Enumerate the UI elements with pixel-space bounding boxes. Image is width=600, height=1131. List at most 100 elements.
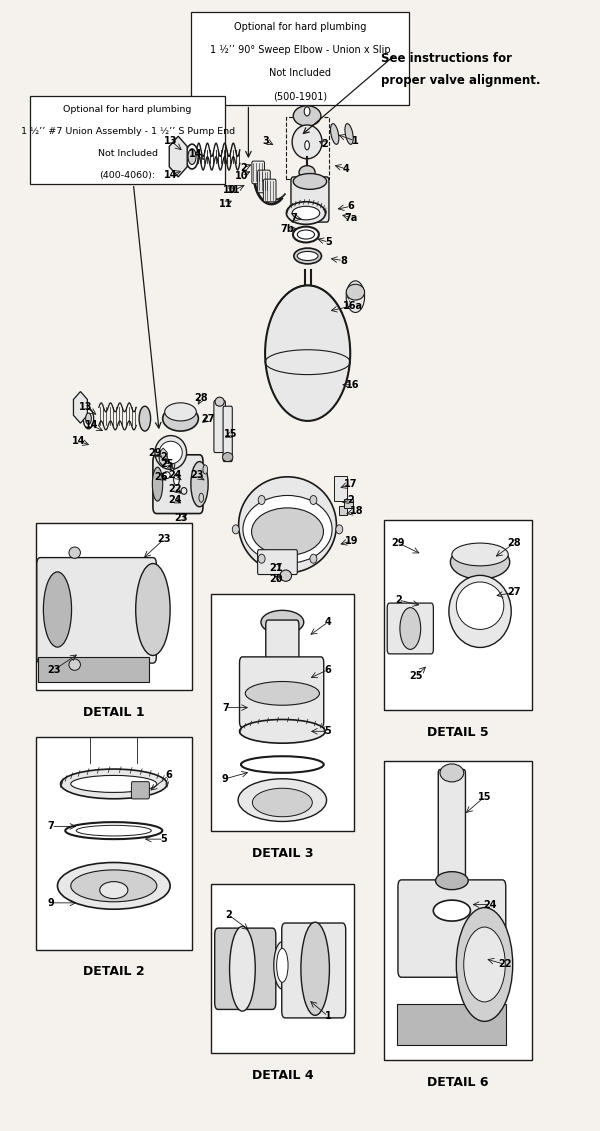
Ellipse shape (163, 406, 199, 431)
Text: 25: 25 (160, 459, 173, 469)
Ellipse shape (159, 441, 182, 464)
Text: 14: 14 (189, 149, 202, 159)
FancyBboxPatch shape (282, 923, 346, 1018)
Ellipse shape (241, 757, 324, 772)
Ellipse shape (191, 461, 208, 507)
FancyBboxPatch shape (30, 96, 226, 183)
Text: 23: 23 (157, 534, 170, 544)
Text: 7: 7 (290, 213, 296, 223)
Ellipse shape (243, 495, 332, 563)
Text: 29: 29 (148, 448, 162, 458)
FancyBboxPatch shape (215, 929, 276, 1010)
Ellipse shape (239, 477, 337, 572)
Text: 26: 26 (154, 473, 168, 483)
Ellipse shape (277, 949, 288, 983)
Ellipse shape (65, 822, 163, 839)
Ellipse shape (265, 285, 350, 421)
Text: 24: 24 (484, 899, 497, 909)
Text: 22: 22 (499, 959, 512, 969)
FancyBboxPatch shape (35, 737, 192, 950)
Text: 9: 9 (48, 898, 55, 908)
Ellipse shape (159, 449, 167, 465)
Text: 1: 1 (352, 136, 358, 146)
Ellipse shape (293, 173, 326, 189)
Ellipse shape (199, 493, 203, 502)
Text: DETAIL 2: DETAIL 2 (83, 966, 145, 978)
FancyBboxPatch shape (252, 161, 265, 183)
FancyBboxPatch shape (257, 170, 270, 192)
Ellipse shape (258, 554, 265, 563)
Text: 20: 20 (269, 575, 283, 584)
Ellipse shape (310, 554, 317, 563)
FancyBboxPatch shape (291, 176, 329, 222)
Text: 28: 28 (508, 538, 521, 549)
FancyBboxPatch shape (438, 769, 466, 884)
FancyBboxPatch shape (334, 476, 347, 501)
FancyBboxPatch shape (214, 400, 226, 452)
Text: 15: 15 (224, 430, 238, 440)
Ellipse shape (258, 495, 265, 504)
Ellipse shape (451, 545, 510, 579)
Text: 25: 25 (409, 671, 423, 681)
FancyBboxPatch shape (263, 179, 276, 201)
Ellipse shape (188, 148, 196, 164)
Ellipse shape (299, 165, 315, 179)
Ellipse shape (346, 280, 365, 312)
Ellipse shape (449, 576, 511, 647)
Ellipse shape (83, 408, 94, 429)
Ellipse shape (163, 472, 170, 478)
Ellipse shape (293, 226, 319, 242)
Text: 24: 24 (168, 495, 182, 504)
Text: 29: 29 (392, 538, 405, 549)
Text: 7b: 7b (281, 224, 295, 234)
FancyBboxPatch shape (257, 550, 298, 575)
Text: 8: 8 (340, 256, 347, 266)
Ellipse shape (165, 403, 196, 421)
Text: 7: 7 (48, 821, 55, 831)
Ellipse shape (310, 495, 317, 504)
Ellipse shape (433, 900, 470, 921)
Text: See instructions for: See instructions for (381, 52, 512, 64)
Ellipse shape (69, 547, 80, 559)
Text: 22: 22 (168, 484, 182, 494)
Ellipse shape (305, 140, 310, 149)
Text: 23: 23 (174, 513, 187, 523)
Text: 14: 14 (164, 170, 178, 180)
Text: 6: 6 (165, 770, 172, 780)
Ellipse shape (232, 525, 239, 534)
FancyBboxPatch shape (397, 1004, 506, 1045)
Ellipse shape (215, 397, 224, 406)
Text: 16: 16 (346, 380, 360, 390)
Ellipse shape (239, 719, 325, 743)
Text: 18: 18 (350, 507, 364, 516)
Ellipse shape (457, 907, 513, 1021)
Ellipse shape (331, 123, 339, 145)
Text: proper valve alignment.: proper valve alignment. (381, 75, 540, 87)
FancyBboxPatch shape (339, 506, 347, 515)
Text: 14: 14 (72, 437, 85, 447)
Text: 2: 2 (395, 595, 402, 605)
Ellipse shape (43, 572, 71, 647)
Text: 11: 11 (227, 185, 241, 196)
Ellipse shape (464, 927, 505, 1002)
Ellipse shape (253, 788, 313, 817)
Ellipse shape (245, 682, 319, 706)
Ellipse shape (203, 465, 208, 474)
Text: 19: 19 (345, 536, 359, 545)
Text: 10: 10 (235, 171, 248, 181)
Text: 17: 17 (344, 480, 358, 490)
Text: DETAIL 6: DETAIL 6 (427, 1076, 488, 1089)
Text: 2: 2 (160, 452, 167, 463)
Text: 2: 2 (241, 163, 247, 173)
Ellipse shape (251, 508, 323, 555)
Ellipse shape (100, 881, 128, 899)
Text: (500-1901): (500-1901) (273, 92, 327, 102)
Text: 2: 2 (321, 139, 328, 149)
Text: 13: 13 (164, 136, 178, 146)
Ellipse shape (230, 926, 255, 1011)
Text: 15: 15 (478, 792, 491, 802)
Text: 6: 6 (347, 201, 354, 211)
Text: 7: 7 (222, 702, 229, 713)
FancyBboxPatch shape (37, 558, 157, 663)
Text: 4: 4 (325, 618, 331, 628)
